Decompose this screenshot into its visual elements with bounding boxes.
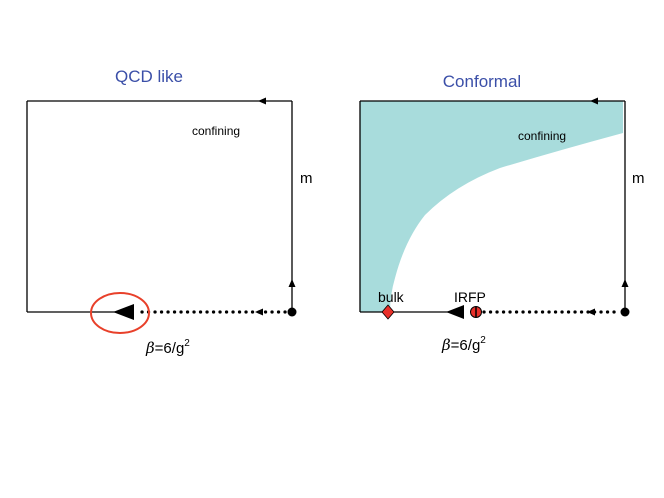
left-m-axis-label: m [300, 170, 313, 187]
left-highlight-circle [90, 292, 150, 334]
conformal-panel: Conformal confining m IRFP bulk β=6/g2 [359, 72, 645, 354]
right-top-edge-arrow-icon [590, 97, 598, 105]
right-m-axis-arrow-icon [621, 279, 629, 287]
left-flow-large-arrow-icon [113, 304, 134, 320]
right-confining-label: confining [518, 129, 566, 143]
left-beta-axis-label: β=6/g2 [145, 338, 190, 357]
right-m-axis-label: m [632, 170, 645, 187]
left-m-axis-arrow-icon [288, 279, 296, 287]
left-top-edge-arrow-icon [258, 97, 266, 105]
conformal-title: Conformal [443, 72, 521, 91]
right-flow-mid-arrow-icon [587, 308, 595, 316]
left-confining-label: confining [192, 124, 240, 138]
bulk-marker [381, 304, 395, 320]
right-uv-fixed-point [620, 307, 630, 317]
qcd-like-title: QCD like [115, 67, 183, 86]
left-flow-mid-arrow-icon [255, 308, 263, 316]
right-beta-axis-label: β=6/g2 [441, 335, 486, 354]
left-uv-fixed-point [287, 307, 297, 317]
qcd-like-panel: QCD like confining m β=6/g2 [26, 67, 313, 357]
right-confining-region [360, 101, 623, 312]
irfp-label: IRFP [454, 289, 486, 305]
bulk-label: bulk [378, 289, 405, 305]
right-flow-large-arrow-icon [446, 305, 464, 319]
